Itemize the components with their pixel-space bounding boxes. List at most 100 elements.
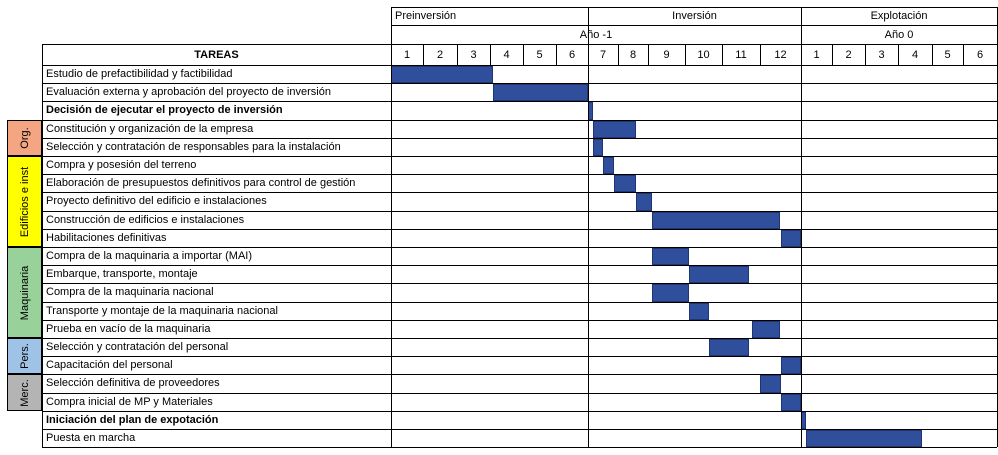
category-label: Org. [7, 119, 42, 156]
gantt-bar [613, 175, 636, 193]
category-label: Pers. [7, 338, 42, 375]
grid-line [932, 44, 933, 65]
month-number: 8 [629, 48, 637, 61]
task-label: Constitución y organización de la empres… [46, 122, 254, 135]
grid-line [42, 101, 997, 102]
grid-line [42, 44, 391, 45]
grid-line [801, 7, 802, 448]
gantt-bar [780, 357, 801, 375]
gantt-bar [636, 193, 652, 211]
gantt-bar [651, 284, 689, 302]
grid-line [391, 44, 997, 45]
month-number: 6 [976, 48, 984, 61]
gantt-bar [752, 320, 781, 338]
task-label: Prueba en vacío de la maquinaria [46, 322, 211, 335]
task-label: Proyecto definitivo del edificio e insta… [46, 195, 267, 208]
task-label: Iniciación del plan de expotación [46, 413, 219, 426]
month-number: 9 [663, 48, 670, 61]
task-label: Puesta en marcha [46, 432, 136, 445]
year-header: Año 0 [884, 28, 914, 41]
gantt-bar [391, 66, 494, 84]
grid-line [832, 44, 833, 65]
month-number: 2 [436, 48, 444, 61]
gantt-bar [493, 84, 588, 102]
grid-line [42, 156, 997, 157]
month-number: 7 [599, 48, 607, 61]
month-number: 4 [911, 48, 919, 61]
task-label: Compra y posesión del terreno [46, 159, 197, 172]
gantt-bar [805, 430, 922, 448]
grid-line [648, 44, 649, 65]
task-label: Compra inicial de MP y Materiales [46, 395, 213, 408]
tasks-header: TAREAS [194, 48, 239, 61]
gantt-bar [592, 138, 603, 156]
grid-line [42, 192, 997, 193]
month-number: 3 [470, 48, 477, 61]
category-label: Maquinaria [7, 247, 42, 338]
task-label: Evaluación externa y aprobación del proy… [46, 86, 331, 99]
task-label: Selección y contratación de responsables… [46, 140, 341, 153]
phase-header: Inversión [672, 10, 717, 22]
gantt-bar [651, 248, 689, 266]
grid-line [42, 265, 997, 266]
grid-line [42, 320, 997, 321]
grid-line [42, 211, 997, 212]
grid-line [42, 338, 997, 339]
grid-line [42, 65, 997, 66]
gantt-bar [603, 157, 614, 175]
year-header: Año -1 [579, 28, 613, 41]
task-label: Compra de la maquinaria a importar (MAI) [46, 250, 253, 263]
task-label: Transporte y montaje de la maquinaria na… [46, 304, 278, 317]
gantt-bar [688, 266, 749, 284]
month-number: 1 [403, 48, 411, 61]
grid-line [42, 429, 997, 430]
grid-line [42, 393, 997, 394]
grid-line [523, 44, 524, 65]
grid-line [42, 174, 997, 175]
category-label: Edificios e inst [7, 156, 42, 247]
grid-line [42, 120, 997, 121]
month-number: 5 [536, 48, 543, 61]
gantt-bar [651, 211, 781, 229]
category-label: Merc. [7, 374, 42, 411]
task-label: Construcción de edificios e instalacione… [46, 213, 245, 226]
grid-line [42, 44, 43, 448]
month-number: 12 [774, 48, 787, 61]
grid-line [391, 7, 392, 448]
grid-line [760, 44, 761, 65]
task-label: Compra de la maquinaria nacional [46, 286, 214, 299]
month-number: 5 [944, 48, 951, 61]
month-number: 2 [845, 48, 852, 61]
phase-header: Preinversión [395, 10, 457, 22]
grid-line [490, 44, 491, 65]
grid-line [42, 247, 997, 248]
category-text: Maquinaria [18, 265, 31, 320]
grid-line [42, 283, 997, 284]
category-text: Edificios e inst [18, 166, 31, 237]
task-label: Elaboración de presupuestos definitivos … [46, 177, 356, 190]
month-number: 11 [735, 48, 747, 61]
grid-line [588, 7, 589, 448]
grid-line [556, 44, 557, 65]
grid-line [423, 44, 424, 65]
gantt-bar [780, 229, 801, 247]
gantt-bar [780, 393, 801, 411]
grid-line [42, 447, 997, 448]
grid-line [391, 7, 997, 8]
gantt-bar [688, 302, 710, 320]
category-text: Pers. [18, 343, 31, 370]
task-label: Capacitación del personal [46, 359, 173, 372]
grid-line [865, 44, 866, 65]
grid-line [685, 44, 686, 65]
grid-line [42, 83, 997, 84]
grid-line [618, 44, 619, 65]
grid-line [42, 138, 997, 139]
gantt-bar [709, 339, 749, 357]
category-text: Org. [18, 127, 31, 149]
grid-line [42, 302, 997, 303]
grid-line [42, 374, 997, 375]
task-label: Selección definitiva de proveedores [46, 377, 220, 390]
task-label: Estudio de prefactibilidad y factibilida… [46, 68, 233, 81]
month-number: 3 [878, 48, 885, 61]
